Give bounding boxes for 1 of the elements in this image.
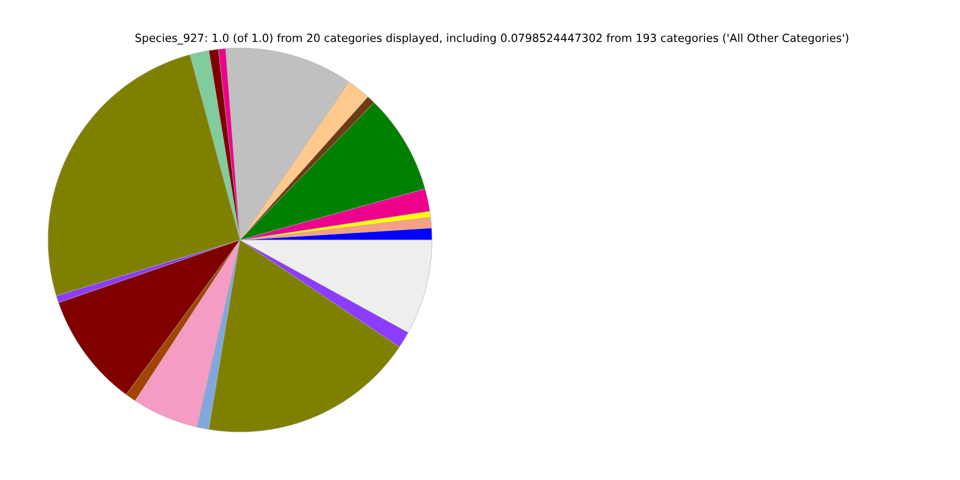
- text: Species_927: 1.0 (of 1.0) from 20 categories displayed, including 0.0798524447302 from 193 categories ('All Other Categories'): [135, 33, 848, 45]
